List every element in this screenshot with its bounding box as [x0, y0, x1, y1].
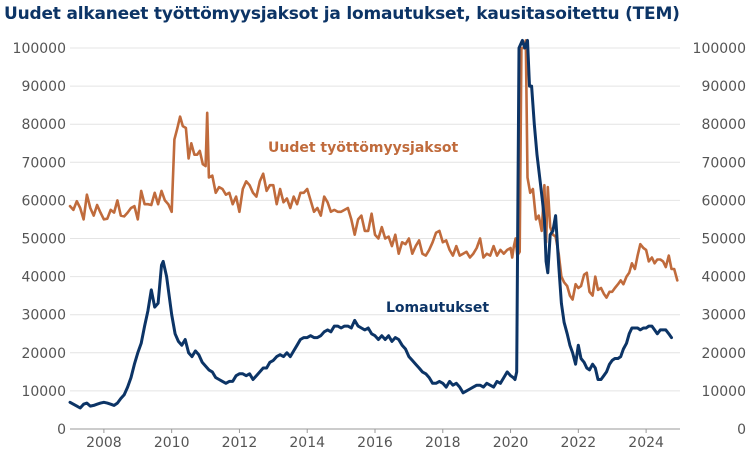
x-tick-label: 2008 — [86, 435, 122, 451]
y-tick-label-left: 10000 — [21, 384, 66, 400]
y-tick-label-left: 40000 — [21, 270, 66, 286]
plot-area — [68, 38, 679, 410]
series-label-lomautukset: Lomautukset — [386, 300, 489, 316]
x-tick-label: 2020 — [493, 435, 529, 451]
grid-lines — [70, 47, 680, 430]
x-tick-label: 2010 — [154, 435, 190, 451]
y-tick-label-right: 80000 — [701, 117, 746, 133]
y-tick-label-right: 30000 — [701, 308, 746, 324]
y-tick-label-right: 40000 — [701, 270, 746, 286]
y-axis-left: 0 10000 20000 30000 40000 50000 60000 70000 8000… — [13, 41, 66, 438]
series-labels: Uudet työttömyysjaksot Lomautukset — [268, 140, 489, 316]
y-tick-label-left: 100000 — [13, 41, 66, 57]
y-tick-label-right: 10000 — [701, 384, 746, 400]
x-tick-label: 2022 — [561, 435, 597, 451]
y-tick-label-right: 60000 — [701, 193, 746, 209]
y-axis-right: 0 10000 20000 30000 40000 50000 60000 70000 8000… — [693, 41, 746, 438]
y-tick-label-left: 60000 — [21, 193, 66, 209]
y-tick-label-left: 70000 — [21, 155, 66, 171]
y-tick-label-left: 0 — [57, 422, 66, 438]
y-tick-label-right: 20000 — [701, 346, 746, 362]
y-tick-label-left: 20000 — [21, 346, 66, 362]
y-tick-label-right: 50000 — [701, 232, 746, 248]
x-axis: 2008 2010 2012 2014 2016 2018 2020 2022 2024 — [86, 429, 664, 451]
y-tick-label-right: 100000 — [693, 41, 746, 57]
y-tick-label-right: 70000 — [701, 155, 746, 171]
y-tick-label-left: 80000 — [21, 117, 66, 133]
chart-title: Uudet alkaneet työttömyysjaksot ja lomau… — [4, 4, 680, 24]
x-tick-label: 2024 — [628, 435, 664, 451]
x-tick-label: 2014 — [289, 435, 325, 451]
x-tick-label: 2016 — [357, 435, 393, 451]
y-tick-label-left: 90000 — [21, 79, 66, 95]
y-tick-label-left: 30000 — [21, 308, 66, 324]
series-label-uudet-tyottomyysjaksot: Uudet työttömyysjaksot — [268, 140, 459, 156]
series-line-uudet-tyottomyysjaksot — [68, 39, 679, 301]
x-tick-label: 2012 — [222, 435, 258, 451]
y-tick-label-right: 90000 — [701, 79, 746, 95]
y-tick-label-right: 0 — [737, 422, 746, 438]
x-tick-label: 2018 — [425, 435, 461, 451]
series-line-lomautukset — [68, 38, 673, 410]
y-tick-label-left: 50000 — [21, 232, 66, 248]
